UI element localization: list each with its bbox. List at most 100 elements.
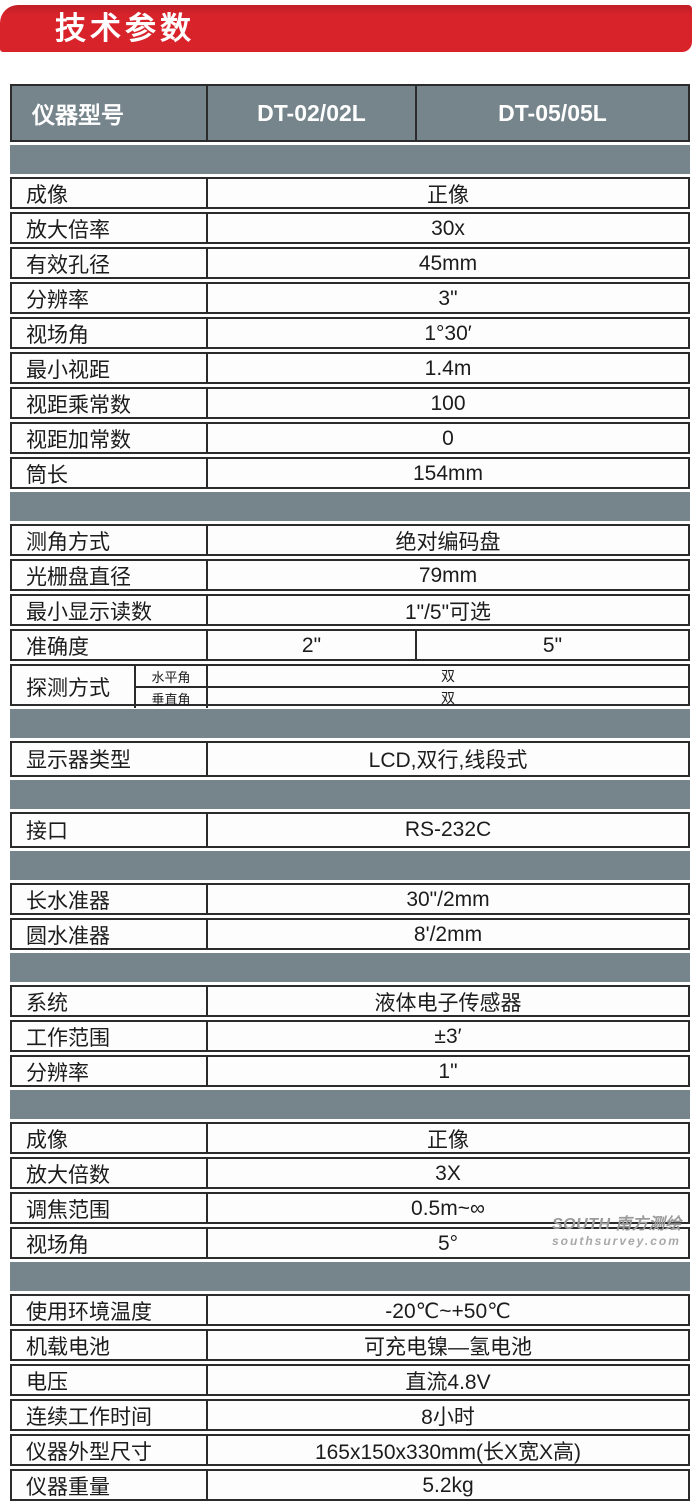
spec-value: 直流4.8V bbox=[405, 1371, 491, 1394]
spec-row: 使用环境温度 -20℃~+50℃ bbox=[10, 1294, 690, 1326]
spec-value: 154mm bbox=[412, 462, 484, 485]
spec-row: 筒长 154mm bbox=[10, 457, 690, 489]
spec-label: 使用环境温度 bbox=[12, 1296, 208, 1326]
spec-value-model-b: 5" bbox=[542, 634, 563, 657]
spec-label: 视场角 bbox=[12, 1229, 208, 1259]
detect-subrows: 水平角 双 垂直角 双 bbox=[136, 666, 688, 708]
spec-row: 工作范围 ±3′ bbox=[10, 1020, 690, 1052]
spec-label: 电压 bbox=[12, 1366, 208, 1396]
detect-subrow: 垂直角 双 bbox=[136, 688, 688, 708]
spec-label: 筒长 bbox=[12, 459, 208, 489]
spec-label: 仪器重量 bbox=[12, 1471, 208, 1501]
detect-sub-value: 双 bbox=[441, 668, 455, 684]
spec-row: 有效孔径 45mm bbox=[10, 247, 690, 279]
spec-row: 机载电池 可充电镍—氢电池 bbox=[10, 1329, 690, 1361]
spec-row: 接口 RS-232C bbox=[10, 812, 690, 848]
spec-row: 分辨率 3" bbox=[10, 282, 690, 314]
spec-label: 测角方式 bbox=[12, 526, 208, 556]
spec-row: 视距乘常数 100 bbox=[10, 387, 690, 419]
spec-label: 成像 bbox=[12, 179, 208, 209]
section-separator bbox=[10, 709, 690, 738]
spec-label: 最小显示读数 bbox=[12, 596, 208, 626]
spec-value: 5.2kg bbox=[422, 1474, 474, 1497]
spec-label: 系统 bbox=[12, 987, 208, 1017]
header-model-label: 仪器型号 bbox=[12, 86, 208, 140]
spec-label: 圆水准器 bbox=[12, 920, 208, 950]
spec-label: 分辨率 bbox=[12, 284, 208, 314]
spec-label: 最小视距 bbox=[12, 354, 208, 384]
spec-label: 仪器外型尺寸 bbox=[12, 1436, 208, 1466]
spec-value: -20℃~+50℃ bbox=[385, 1299, 511, 1323]
spec-value: 0 bbox=[442, 427, 454, 450]
header-model-b: DT-05/05L bbox=[498, 99, 607, 126]
spec-row: 显示器类型 LCD,双行,线段式 bbox=[10, 741, 690, 777]
spec-label: 视距加常数 bbox=[12, 424, 208, 454]
spec-label: 视场角 bbox=[12, 319, 208, 349]
page-title: 技术参数 bbox=[55, 11, 195, 46]
spec-value: 正像 bbox=[427, 184, 469, 207]
spec-label: 放大倍数 bbox=[12, 1159, 208, 1189]
detect-sub-label: 水平角 bbox=[136, 666, 208, 686]
spec-value: 5° bbox=[437, 1232, 459, 1255]
spec-label: 调焦范围 bbox=[12, 1194, 208, 1224]
spec-value-model-a: 2" bbox=[208, 631, 417, 661]
section-separator bbox=[10, 1262, 690, 1291]
section-separator bbox=[10, 780, 690, 809]
spec-label: 工作范围 bbox=[12, 1022, 208, 1052]
spec-row: 最小显示读数 1"/5"可选 bbox=[10, 594, 690, 626]
spec-row: 成像 正像 bbox=[10, 1122, 690, 1154]
spec-row: 测角方式 绝对编码盘 bbox=[10, 524, 690, 556]
spec-value: 正像 bbox=[427, 1129, 469, 1152]
detect-subrow: 水平角 双 bbox=[136, 666, 688, 688]
spec-row: 连续工作时间 8小时 bbox=[10, 1399, 690, 1431]
spec-label: 准确度 bbox=[12, 631, 208, 661]
section-separator bbox=[10, 953, 690, 982]
section-title-banner: 技术参数 bbox=[0, 5, 692, 52]
header-model-a: DT-02/02L bbox=[208, 86, 417, 140]
spec-value: 165x150x330mm(长X宽X高) bbox=[314, 1441, 582, 1464]
spec-label: 视距乘常数 bbox=[12, 389, 208, 419]
spec-value: 0.5m~∞ bbox=[411, 1197, 485, 1220]
spec-row: 视场角 5° bbox=[10, 1227, 690, 1259]
spec-label: 机载电池 bbox=[12, 1331, 208, 1361]
table-header-row: 仪器型号 DT-02/02L DT-05/05L bbox=[10, 84, 690, 142]
spec-value: 1°30′ bbox=[424, 322, 472, 345]
section-separator bbox=[10, 145, 690, 174]
spec-row: 调焦范围 0.5m~∞ bbox=[10, 1192, 690, 1224]
spec-label: 探测方式 bbox=[12, 666, 136, 708]
spec-value: 30x bbox=[431, 217, 465, 240]
spec-value: 8小时 bbox=[421, 1406, 475, 1429]
spec-value: 液体电子传感器 bbox=[374, 992, 522, 1015]
spec-row: 仪器外型尺寸 165x150x330mm(长X宽X高) bbox=[10, 1434, 690, 1466]
spec-row: 长水准器 30"/2mm bbox=[10, 883, 690, 915]
spec-label: 放大倍率 bbox=[12, 214, 208, 244]
spec-value: 100 bbox=[430, 392, 466, 415]
spec-label: 连续工作时间 bbox=[12, 1401, 208, 1431]
spec-value: 3X bbox=[435, 1162, 461, 1185]
spec-row: 仪器重量 5.2kg bbox=[10, 1469, 690, 1501]
spec-value: LCD,双行,线段式 bbox=[368, 749, 528, 772]
spec-value: 45mm bbox=[418, 252, 478, 275]
spec-row: 视场角 1°30′ bbox=[10, 317, 690, 349]
spec-label: 显示器类型 bbox=[12, 743, 208, 775]
spec-value: 79mm bbox=[418, 564, 478, 587]
spec-value: 可充电镍—氢电池 bbox=[364, 1336, 532, 1359]
spec-row: 放大倍率 30x bbox=[10, 212, 690, 244]
spec-value: 8'/2mm bbox=[413, 923, 483, 946]
spec-row-detect: 探测方式 水平角 双 垂直角 双 bbox=[10, 664, 690, 708]
spec-value: 1" bbox=[438, 1060, 458, 1083]
spec-value: 1"/5"可选 bbox=[404, 601, 492, 624]
spec-row: 光栅盘直径 79mm bbox=[10, 559, 690, 591]
spec-label: 成像 bbox=[12, 1124, 208, 1154]
spec-value: 30"/2mm bbox=[406, 888, 490, 911]
spec-row-accuracy: 准确度 2" 5" bbox=[10, 629, 690, 661]
spec-label: 接口 bbox=[12, 814, 208, 846]
spec-label: 长水准器 bbox=[12, 885, 208, 915]
spec-row: 放大倍数 3X bbox=[10, 1157, 690, 1189]
spec-label: 分辨率 bbox=[12, 1057, 208, 1087]
spec-row: 电压 直流4.8V bbox=[10, 1364, 690, 1396]
section-separator bbox=[10, 492, 690, 521]
spec-value: 1.4m bbox=[424, 357, 472, 380]
spec-value: ±3′ bbox=[434, 1025, 462, 1048]
